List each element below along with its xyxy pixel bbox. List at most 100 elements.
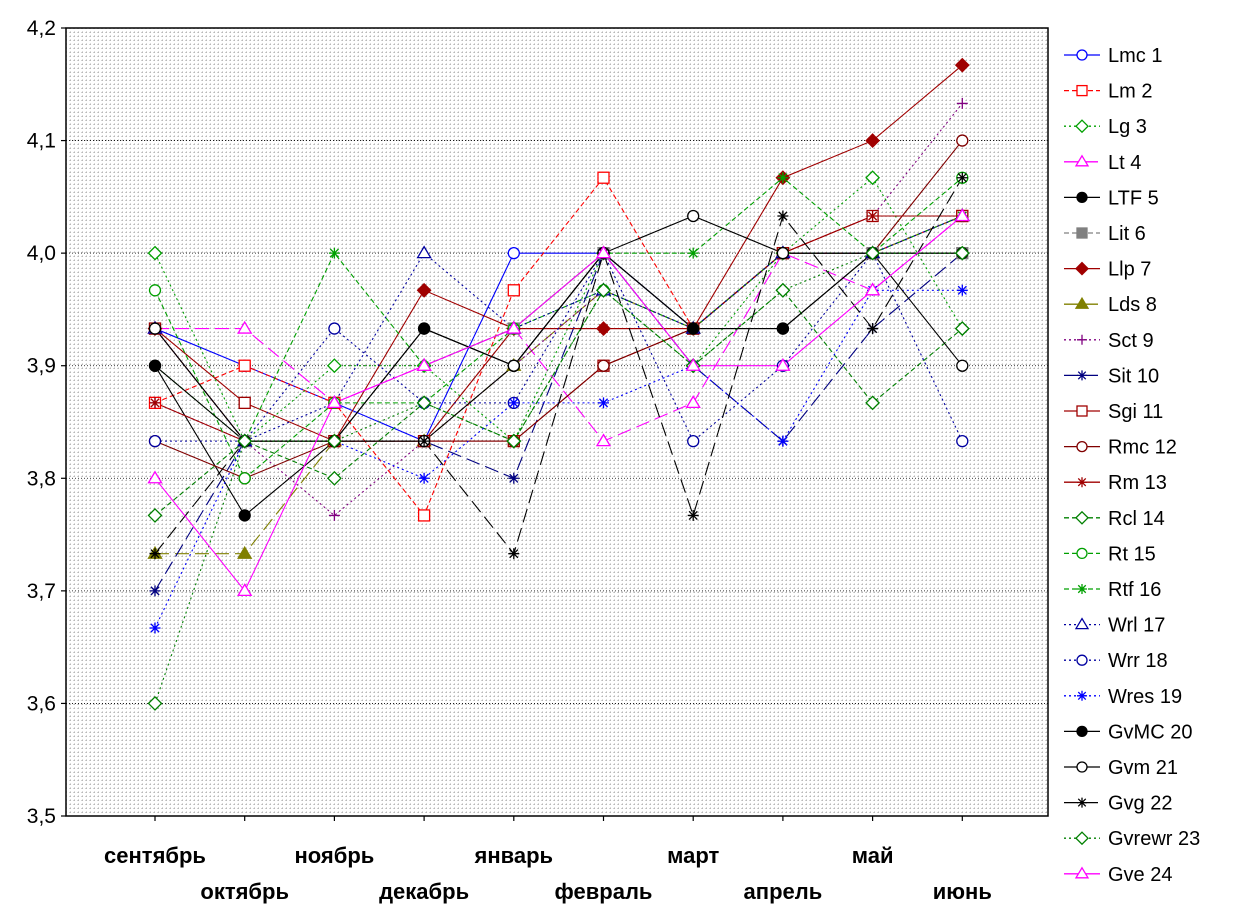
y-tick-label: 3,8 <box>27 467 56 490</box>
data-point <box>326 470 342 486</box>
data-point <box>1076 191 1088 204</box>
legend-label: Lm 2 <box>1108 81 1152 103</box>
legend-label: Rm 13 <box>1108 472 1167 494</box>
data-point <box>865 170 881 186</box>
data-point <box>416 245 432 259</box>
data-point <box>776 246 790 260</box>
data-point <box>776 322 790 335</box>
legend-item: LTF 5 <box>1064 187 1159 209</box>
data-point <box>328 322 341 335</box>
data-point <box>237 545 253 559</box>
data-point <box>1077 690 1087 701</box>
data-point <box>147 245 163 261</box>
legend-item: Wrl 17 <box>1064 615 1165 637</box>
y-tick-label: 4,1 <box>27 130 56 153</box>
x-tick-label: май <box>852 843 894 868</box>
legend-label: Rtf 16 <box>1108 579 1161 601</box>
data-point <box>867 323 879 335</box>
y-tick-label: 3,9 <box>27 355 56 378</box>
data-point <box>148 284 162 297</box>
y-tick-label: 4,2 <box>27 17 56 40</box>
data-point <box>865 133 881 148</box>
data-point <box>1077 334 1087 345</box>
series-markers <box>147 57 970 711</box>
y-tick-label: 3,7 <box>27 580 56 603</box>
series-line <box>154 215 963 592</box>
data-point <box>417 322 431 335</box>
data-point <box>777 172 789 184</box>
data-point <box>865 245 881 261</box>
legend-item: Rt 15 <box>1064 543 1156 565</box>
data-point <box>954 208 970 222</box>
data-point <box>237 433 253 449</box>
data-point <box>1074 154 1090 167</box>
y-axis: 3,5 3,6 3,7 3,8 3,9 4,0 4,1 4,2 <box>27 17 66 828</box>
data-point <box>147 508 163 523</box>
legend-item: Gvg 22 <box>1064 793 1172 815</box>
data-point <box>328 247 340 259</box>
x-tick-label: январь <box>474 843 554 868</box>
data-point <box>954 245 970 261</box>
data-point <box>597 171 610 184</box>
legend-label: Sct 9 <box>1108 330 1154 352</box>
data-point <box>685 395 701 409</box>
data-point <box>956 97 968 109</box>
data-point <box>687 247 699 259</box>
data-point <box>507 359 520 372</box>
legend-label: Gvm 21 <box>1108 757 1178 779</box>
series-line <box>155 251 963 443</box>
data-point <box>148 434 162 448</box>
data-point <box>598 323 609 335</box>
legend-item: Lit 6 <box>1064 223 1146 245</box>
data-point <box>238 359 251 372</box>
legend-label: Llp 7 <box>1108 259 1151 281</box>
data-point <box>1076 405 1088 417</box>
data-point <box>508 548 520 560</box>
legend-item: Lg 3 <box>1064 116 1147 138</box>
data-point <box>1076 761 1088 773</box>
data-point <box>148 322 162 335</box>
legend-item: Rm 13 <box>1064 472 1167 494</box>
data-point <box>416 282 432 298</box>
data-point <box>777 210 789 222</box>
legend-label: Lmc 1 <box>1108 45 1162 67</box>
legend-item: Lt 4 <box>1064 152 1141 174</box>
data-point <box>1077 477 1087 488</box>
data-point <box>418 472 430 484</box>
data-point <box>149 585 161 597</box>
series-line <box>154 252 963 704</box>
data-point <box>777 435 789 447</box>
legend-label: Lit 6 <box>1108 223 1146 245</box>
data-point <box>1074 866 1090 879</box>
data-point <box>238 472 251 485</box>
data-point <box>1077 797 1087 808</box>
data-point <box>1075 261 1089 276</box>
data-point <box>507 284 520 297</box>
legend: Lmc 1 Lm 2 Lg 3 Lt 4 LTF 5 Lit 6 Llp 7 Lds 8 Sct… <box>1064 45 1200 886</box>
data-point <box>1074 296 1090 309</box>
legend-item: Sit 10 <box>1064 365 1159 387</box>
y-tick-label: 4,0 <box>27 242 56 265</box>
x-tick-label: апрель <box>744 879 823 904</box>
data-point <box>148 359 162 372</box>
legend-item: Gvrewr 23 <box>1064 828 1200 850</box>
legend-label: Sgi 11 <box>1108 401 1163 423</box>
data-point <box>595 433 612 447</box>
data-point <box>1076 440 1088 453</box>
data-point <box>775 357 791 371</box>
series-line <box>154 176 963 517</box>
data-point <box>418 435 430 447</box>
legend-label: Gvg 22 <box>1108 793 1172 815</box>
x-tick-label: март <box>667 843 719 868</box>
data-point <box>1076 227 1088 239</box>
data-point <box>1076 725 1088 738</box>
legend-item: Lds 8 <box>1064 294 1157 316</box>
data-point <box>956 134 969 147</box>
legend-item: Wrr 18 <box>1064 650 1168 672</box>
series-lines <box>154 64 963 704</box>
legend-label: LTF 5 <box>1108 187 1159 209</box>
data-point <box>326 433 342 449</box>
legend-label: Lg 3 <box>1108 116 1147 138</box>
data-point <box>1075 831 1089 846</box>
y-tick-label: 3,6 <box>27 692 56 715</box>
